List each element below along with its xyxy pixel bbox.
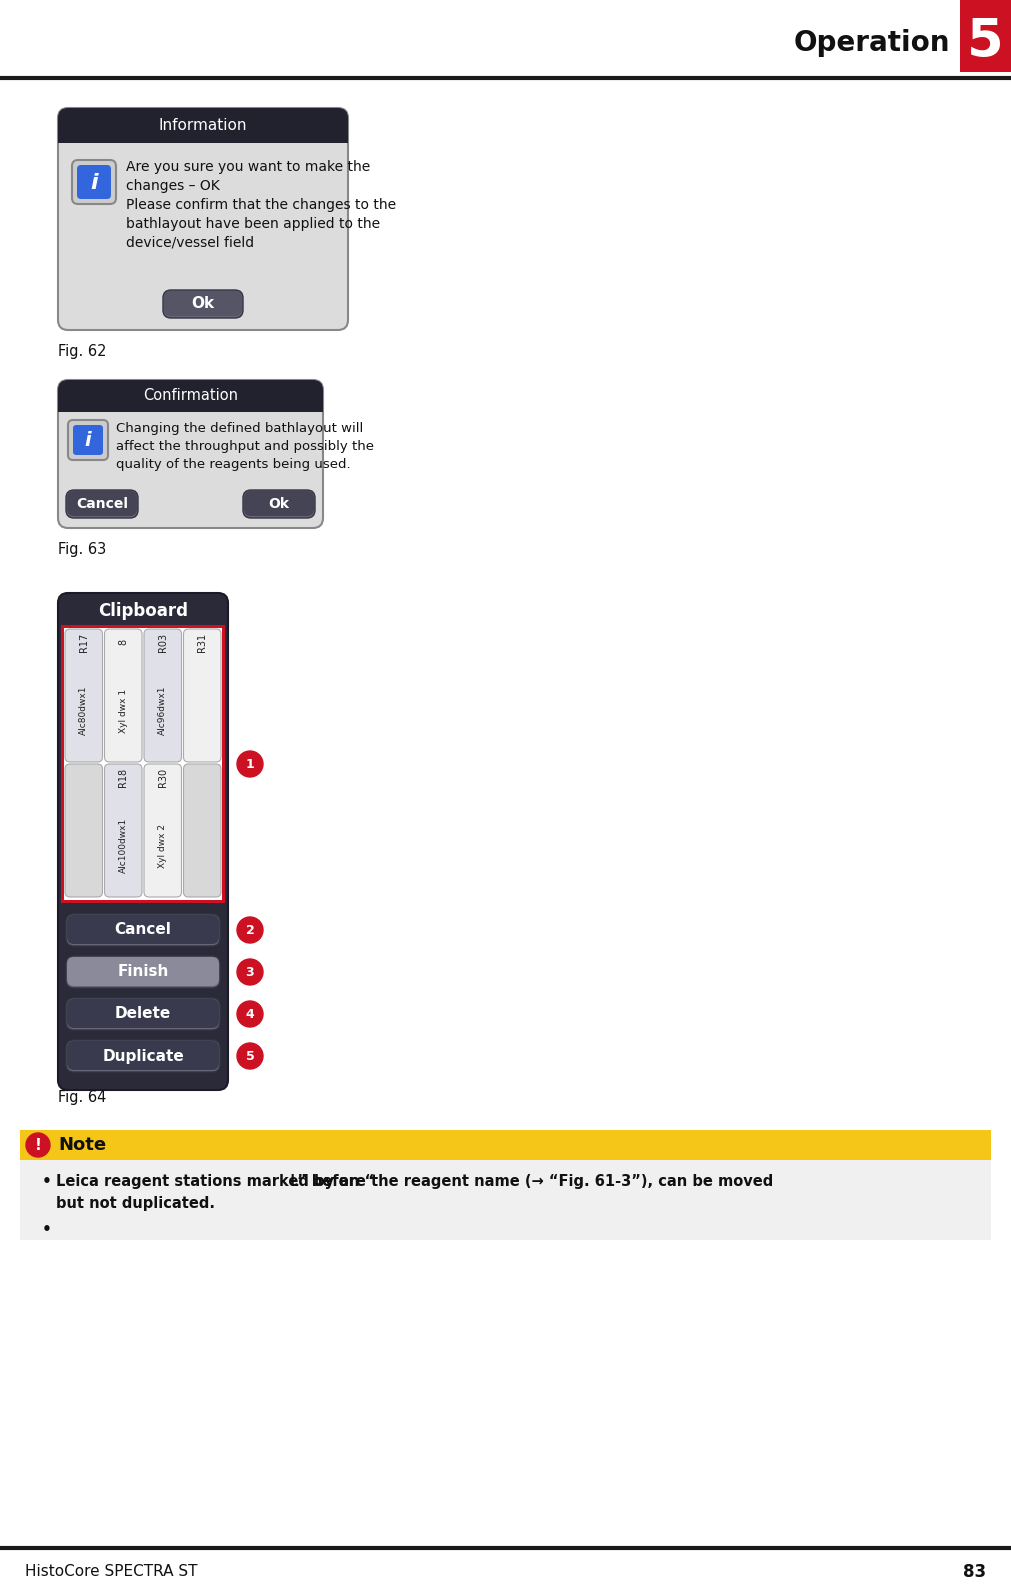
- FancyBboxPatch shape: [164, 290, 242, 316]
- FancyBboxPatch shape: [77, 164, 111, 199]
- Text: Please confirm that the changes to the: Please confirm that the changes to the: [126, 198, 396, 212]
- FancyBboxPatch shape: [65, 628, 102, 762]
- FancyBboxPatch shape: [184, 628, 221, 762]
- Text: quality of the reagents being used.: quality of the reagents being used.: [116, 458, 351, 471]
- Circle shape: [237, 917, 263, 943]
- Text: ” before the reagent name (→ “Fig. 61-3”), can be moved: ” before the reagent name (→ “Fig. 61-3”…: [297, 1174, 773, 1188]
- Bar: [20, 1160, 991, 1239]
- Text: device/vessel field: device/vessel field: [126, 236, 254, 250]
- FancyBboxPatch shape: [244, 491, 314, 517]
- Text: but not duplicated.: but not duplicated.: [56, 1196, 215, 1211]
- FancyBboxPatch shape: [58, 380, 323, 412]
- Text: Information: Information: [159, 118, 248, 132]
- Text: •: •: [42, 1174, 52, 1188]
- Text: R17: R17: [79, 632, 89, 652]
- Text: Clipboard: Clipboard: [98, 601, 188, 620]
- FancyBboxPatch shape: [184, 764, 221, 896]
- Text: Alc96dwx1: Alc96dwx1: [159, 686, 167, 735]
- Text: changes – OK: changes – OK: [126, 179, 219, 193]
- Circle shape: [237, 751, 263, 777]
- Circle shape: [237, 1002, 263, 1027]
- FancyBboxPatch shape: [58, 108, 348, 144]
- Text: Fig. 63: Fig. 63: [58, 542, 106, 557]
- Text: •: •: [42, 1222, 52, 1238]
- Text: i: i: [90, 172, 98, 193]
- Text: 2: 2: [246, 924, 255, 936]
- Text: 1: 1: [246, 758, 255, 770]
- Text: Alc80dwx1: Alc80dwx1: [79, 686, 88, 735]
- Circle shape: [237, 959, 263, 986]
- Text: Ok: Ok: [269, 498, 289, 510]
- Text: Fig. 62: Fig. 62: [58, 345, 106, 359]
- FancyBboxPatch shape: [66, 914, 220, 946]
- Circle shape: [237, 1043, 263, 1069]
- Text: R30: R30: [158, 767, 168, 786]
- Bar: [58, 128, 348, 144]
- Text: 3: 3: [246, 965, 255, 978]
- FancyBboxPatch shape: [67, 916, 219, 944]
- Text: L: L: [289, 1174, 298, 1188]
- FancyBboxPatch shape: [67, 491, 137, 517]
- Text: affect the throughput and possibly the: affect the throughput and possibly the: [116, 440, 374, 453]
- Text: R18: R18: [118, 767, 128, 786]
- Text: R31: R31: [197, 633, 207, 652]
- FancyBboxPatch shape: [66, 998, 220, 1030]
- FancyBboxPatch shape: [58, 108, 348, 330]
- FancyBboxPatch shape: [66, 490, 137, 518]
- Text: Alc100dwx1: Alc100dwx1: [118, 818, 127, 872]
- Bar: [960, 0, 1011, 72]
- FancyBboxPatch shape: [58, 593, 228, 1089]
- FancyBboxPatch shape: [66, 955, 220, 987]
- FancyBboxPatch shape: [104, 764, 142, 896]
- Bar: [58, 399, 323, 412]
- FancyBboxPatch shape: [72, 160, 116, 204]
- Text: 4: 4: [246, 1008, 255, 1021]
- Bar: [20, 1129, 991, 1160]
- Text: Xyl dwx 1: Xyl dwx 1: [118, 689, 127, 732]
- Text: 5: 5: [246, 1050, 255, 1062]
- Text: Operation: Operation: [794, 29, 950, 57]
- FancyBboxPatch shape: [67, 998, 219, 1029]
- Text: R03: R03: [158, 633, 168, 652]
- FancyBboxPatch shape: [104, 628, 142, 762]
- Text: Note: Note: [58, 1136, 106, 1155]
- Text: 83: 83: [962, 1563, 986, 1581]
- FancyBboxPatch shape: [65, 764, 102, 896]
- Text: bathlayout have been applied to the: bathlayout have been applied to the: [126, 217, 380, 231]
- FancyBboxPatch shape: [66, 1040, 220, 1072]
- Text: !: !: [34, 1137, 41, 1153]
- FancyBboxPatch shape: [163, 290, 243, 317]
- Text: 8: 8: [118, 640, 128, 644]
- Text: Finish: Finish: [117, 965, 169, 979]
- Text: Cancel: Cancel: [76, 498, 128, 510]
- Text: Delete: Delete: [115, 1006, 171, 1021]
- Text: Confirmation: Confirmation: [143, 389, 238, 404]
- Bar: [64, 628, 222, 900]
- Text: Duplicate: Duplicate: [102, 1048, 184, 1064]
- Text: Cancel: Cancel: [114, 922, 172, 938]
- Text: Changing the defined bathlayout will: Changing the defined bathlayout will: [116, 423, 363, 435]
- Text: 5: 5: [967, 16, 1003, 69]
- FancyBboxPatch shape: [144, 628, 182, 762]
- Text: i: i: [85, 432, 91, 450]
- Text: Ok: Ok: [191, 297, 214, 311]
- Text: Leica reagent stations marked by an “: Leica reagent stations marked by an “: [56, 1174, 374, 1188]
- Text: HistoCore SPECTRA ST: HistoCore SPECTRA ST: [25, 1565, 197, 1579]
- FancyBboxPatch shape: [144, 764, 182, 896]
- Text: Xyl dwx 2: Xyl dwx 2: [159, 823, 167, 868]
- FancyBboxPatch shape: [73, 424, 103, 455]
- Text: Are you sure you want to make the: Are you sure you want to make the: [126, 160, 370, 174]
- FancyBboxPatch shape: [68, 419, 108, 459]
- Bar: [61, 625, 225, 903]
- FancyBboxPatch shape: [67, 957, 219, 986]
- Text: Fig. 64: Fig. 64: [58, 1089, 106, 1105]
- Circle shape: [26, 1132, 50, 1156]
- FancyBboxPatch shape: [67, 1042, 219, 1070]
- FancyBboxPatch shape: [243, 490, 315, 518]
- FancyBboxPatch shape: [58, 380, 323, 528]
